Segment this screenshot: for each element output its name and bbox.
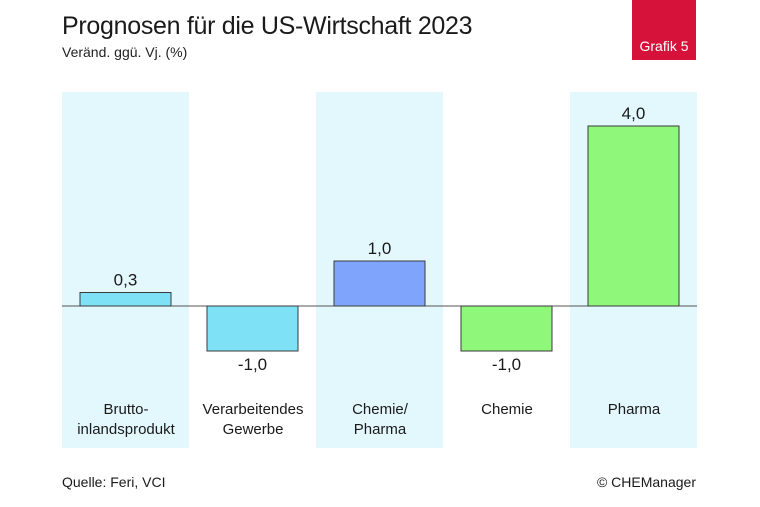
figure-badge: Grafik 5 [632, 0, 696, 60]
source-note: Quelle: Feri, VCI [62, 474, 166, 490]
bar [333, 260, 426, 307]
chart-title: Prognosen für die US-Wirtschaft 2023 [62, 12, 473, 40]
column-band [62, 92, 189, 448]
category-label: Verarbeitendes Gewerbe [202, 401, 304, 438]
chart-subtitle: Veränd. ggü. Vj. (%) [62, 44, 188, 60]
figure-badge-label: Grafik 5 [639, 38, 689, 54]
bar [460, 305, 553, 352]
bar-value-label: 4,0 [622, 104, 646, 123]
category-label: Pharma [607, 401, 661, 418]
category-label: Chemie [481, 401, 533, 418]
bar [79, 292, 172, 307]
category-label: Chemie/ Pharma [352, 401, 408, 438]
copyright-note: © CHEManager [596, 474, 696, 490]
bar [206, 305, 299, 352]
bar-value-label: 0,3 [114, 271, 138, 290]
bar-value-label: -1,0 [238, 355, 267, 374]
category-label: Brutto- inlandsprodukt [77, 401, 175, 438]
bar-value-label: 1,0 [368, 239, 392, 258]
bar [587, 125, 680, 307]
bar-value-label: -1,0 [492, 355, 521, 374]
